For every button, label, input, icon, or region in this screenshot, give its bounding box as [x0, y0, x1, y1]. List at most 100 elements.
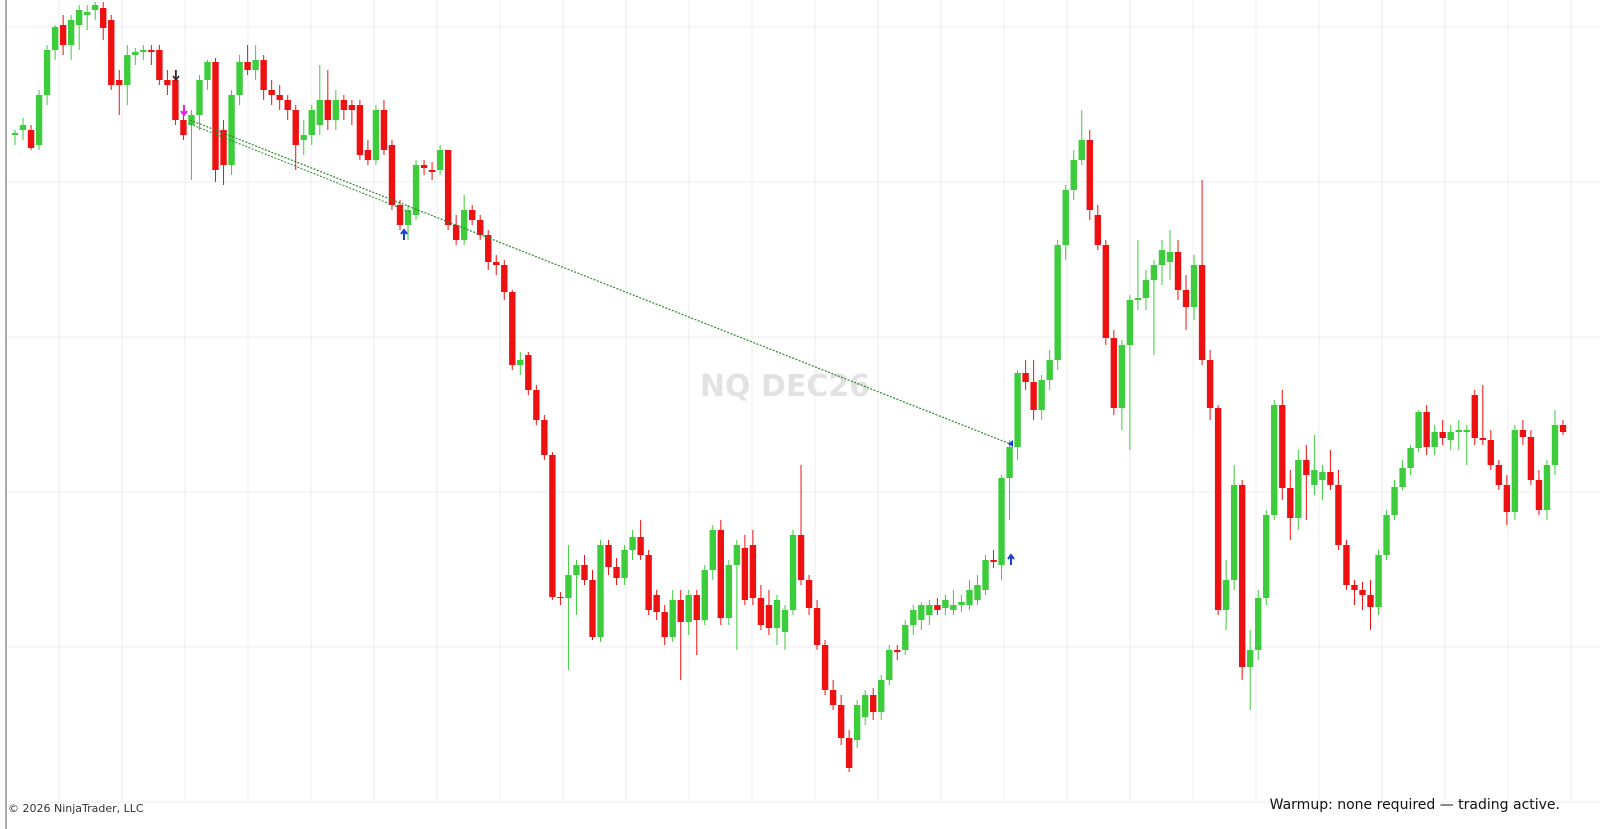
candle-body: [252, 60, 259, 70]
candle-body: [1222, 580, 1230, 610]
candle-body: [212, 62, 219, 170]
candle-body: [388, 145, 396, 205]
candle-body: [1094, 215, 1101, 245]
candle-body: [108, 20, 115, 85]
candle-body: [292, 110, 299, 145]
candle-body: [517, 360, 524, 365]
candle-body: [1287, 488, 1294, 518]
candle-body: [164, 80, 171, 85]
candle-body: [541, 420, 548, 455]
candle-body: [1255, 598, 1262, 650]
candle-body: [605, 545, 612, 567]
candle-body: [982, 560, 989, 590]
candle-body: [789, 535, 797, 610]
candle-body: [837, 705, 845, 738]
candle-body: [132, 52, 139, 55]
status-text: Warmup: none required — trading active.: [1270, 797, 1560, 813]
candle-body: [1351, 585, 1358, 590]
candle-body: [918, 605, 925, 620]
candle-body: [1134, 298, 1142, 300]
candle-body: [926, 605, 933, 615]
candle-body: [1407, 448, 1414, 468]
candle-body: [1495, 465, 1503, 485]
candle-body: [420, 165, 428, 168]
candle-body: [1519, 430, 1527, 437]
candle-body: [1086, 140, 1093, 210]
candle-body: [942, 600, 949, 608]
candle-body: [805, 580, 813, 608]
candle-body: [11, 133, 19, 135]
candle-body: [1142, 280, 1150, 298]
candle-body: [1527, 437, 1535, 480]
candle-body: [1271, 405, 1278, 515]
candle-body: [1535, 480, 1543, 510]
candle-body: [1559, 425, 1567, 432]
candle-body: [67, 20, 75, 45]
candle-body: [324, 100, 332, 120]
candle-body: [797, 535, 805, 580]
candle-body: [196, 80, 203, 115]
candle-body: [1046, 360, 1053, 380]
candle-body: [1030, 382, 1037, 410]
candle-body: [1295, 460, 1302, 518]
candle-body: [1487, 440, 1495, 465]
candle-body: [757, 598, 765, 625]
candle-body: [180, 120, 187, 135]
candle-body: [1439, 432, 1446, 438]
candle-body: [902, 625, 909, 650]
candle-body: [894, 650, 901, 652]
candle-body: [573, 565, 580, 575]
candle-body: [653, 595, 660, 612]
candle-body: [669, 600, 676, 637]
buy-arrow: [400, 228, 408, 240]
candle-body: [332, 100, 340, 120]
candle-body: [1006, 447, 1013, 478]
candle-body: [51, 27, 59, 50]
candle-body: [1206, 360, 1214, 408]
candle-body: [813, 608, 821, 645]
candle-body: [1431, 432, 1438, 447]
candle-body: [958, 602, 965, 605]
candle-body: [934, 605, 941, 610]
candle-body: [1110, 338, 1118, 408]
candle-body: [1327, 472, 1334, 485]
candle-body: [1423, 412, 1430, 447]
candle-body: [340, 100, 348, 110]
candle-body: [204, 62, 211, 80]
candle-body: [116, 80, 123, 85]
exit-arrow: [172, 70, 180, 82]
candle-body: [853, 705, 861, 740]
candle-body: [364, 150, 372, 160]
candle-body: [1303, 460, 1310, 475]
candle-body: [316, 100, 323, 125]
candle-body: [509, 292, 516, 365]
candle-body: [1415, 412, 1422, 448]
candle-body: [1511, 430, 1519, 512]
candle-body: [1190, 265, 1198, 307]
candle-body: [781, 610, 789, 632]
candle-body: [1062, 190, 1069, 245]
candle-body: [589, 580, 596, 637]
candle-body: [717, 530, 725, 618]
candle-body: [741, 548, 749, 600]
candle-body: [140, 50, 147, 52]
candle-body: [1038, 380, 1045, 410]
candle-body: [436, 150, 444, 170]
watermark: NQ DEC26: [700, 369, 870, 404]
candle-body: [998, 478, 1005, 565]
candle-body: [493, 262, 500, 265]
candle-body: [974, 585, 981, 600]
candle-body: [821, 645, 829, 690]
candle-body: [645, 555, 652, 610]
candle-body: [1022, 373, 1029, 382]
candle-body: [228, 95, 235, 165]
candle-body: [1447, 432, 1454, 440]
candle-body: [829, 690, 837, 705]
candle-body: [348, 105, 356, 110]
candle-body: [1551, 425, 1559, 465]
candle-body: [709, 530, 717, 570]
candle-body: [861, 695, 869, 717]
candle-body: [1126, 300, 1134, 345]
